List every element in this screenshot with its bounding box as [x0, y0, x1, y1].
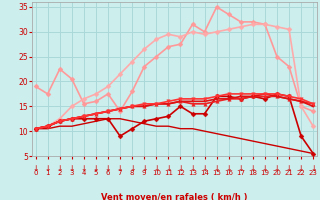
Text: ↓: ↓ [213, 164, 220, 173]
Text: ↓: ↓ [250, 164, 256, 173]
Text: ↓: ↓ [129, 164, 135, 173]
Text: ↓: ↓ [68, 164, 75, 173]
Text: ↓: ↓ [32, 164, 39, 173]
Text: ↓: ↓ [141, 164, 148, 173]
Text: ↓: ↓ [274, 164, 280, 173]
Text: ↓: ↓ [310, 164, 316, 173]
Text: ↓: ↓ [201, 164, 208, 173]
Text: ↓: ↓ [177, 164, 184, 173]
Text: ↓: ↓ [189, 164, 196, 173]
Text: ↓: ↓ [153, 164, 159, 173]
Text: ↓: ↓ [57, 164, 63, 173]
Text: ↓: ↓ [93, 164, 99, 173]
X-axis label: Vent moyen/en rafales ( km/h ): Vent moyen/en rafales ( km/h ) [101, 193, 248, 200]
Text: ↓: ↓ [226, 164, 232, 173]
Text: ↓: ↓ [44, 164, 51, 173]
Text: ↓: ↓ [286, 164, 292, 173]
Text: ↓: ↓ [105, 164, 111, 173]
Text: ↓: ↓ [298, 164, 304, 173]
Text: ↓: ↓ [237, 164, 244, 173]
Text: ↓: ↓ [117, 164, 123, 173]
Text: ↓: ↓ [81, 164, 87, 173]
Text: ↓: ↓ [262, 164, 268, 173]
Text: ↓: ↓ [165, 164, 172, 173]
